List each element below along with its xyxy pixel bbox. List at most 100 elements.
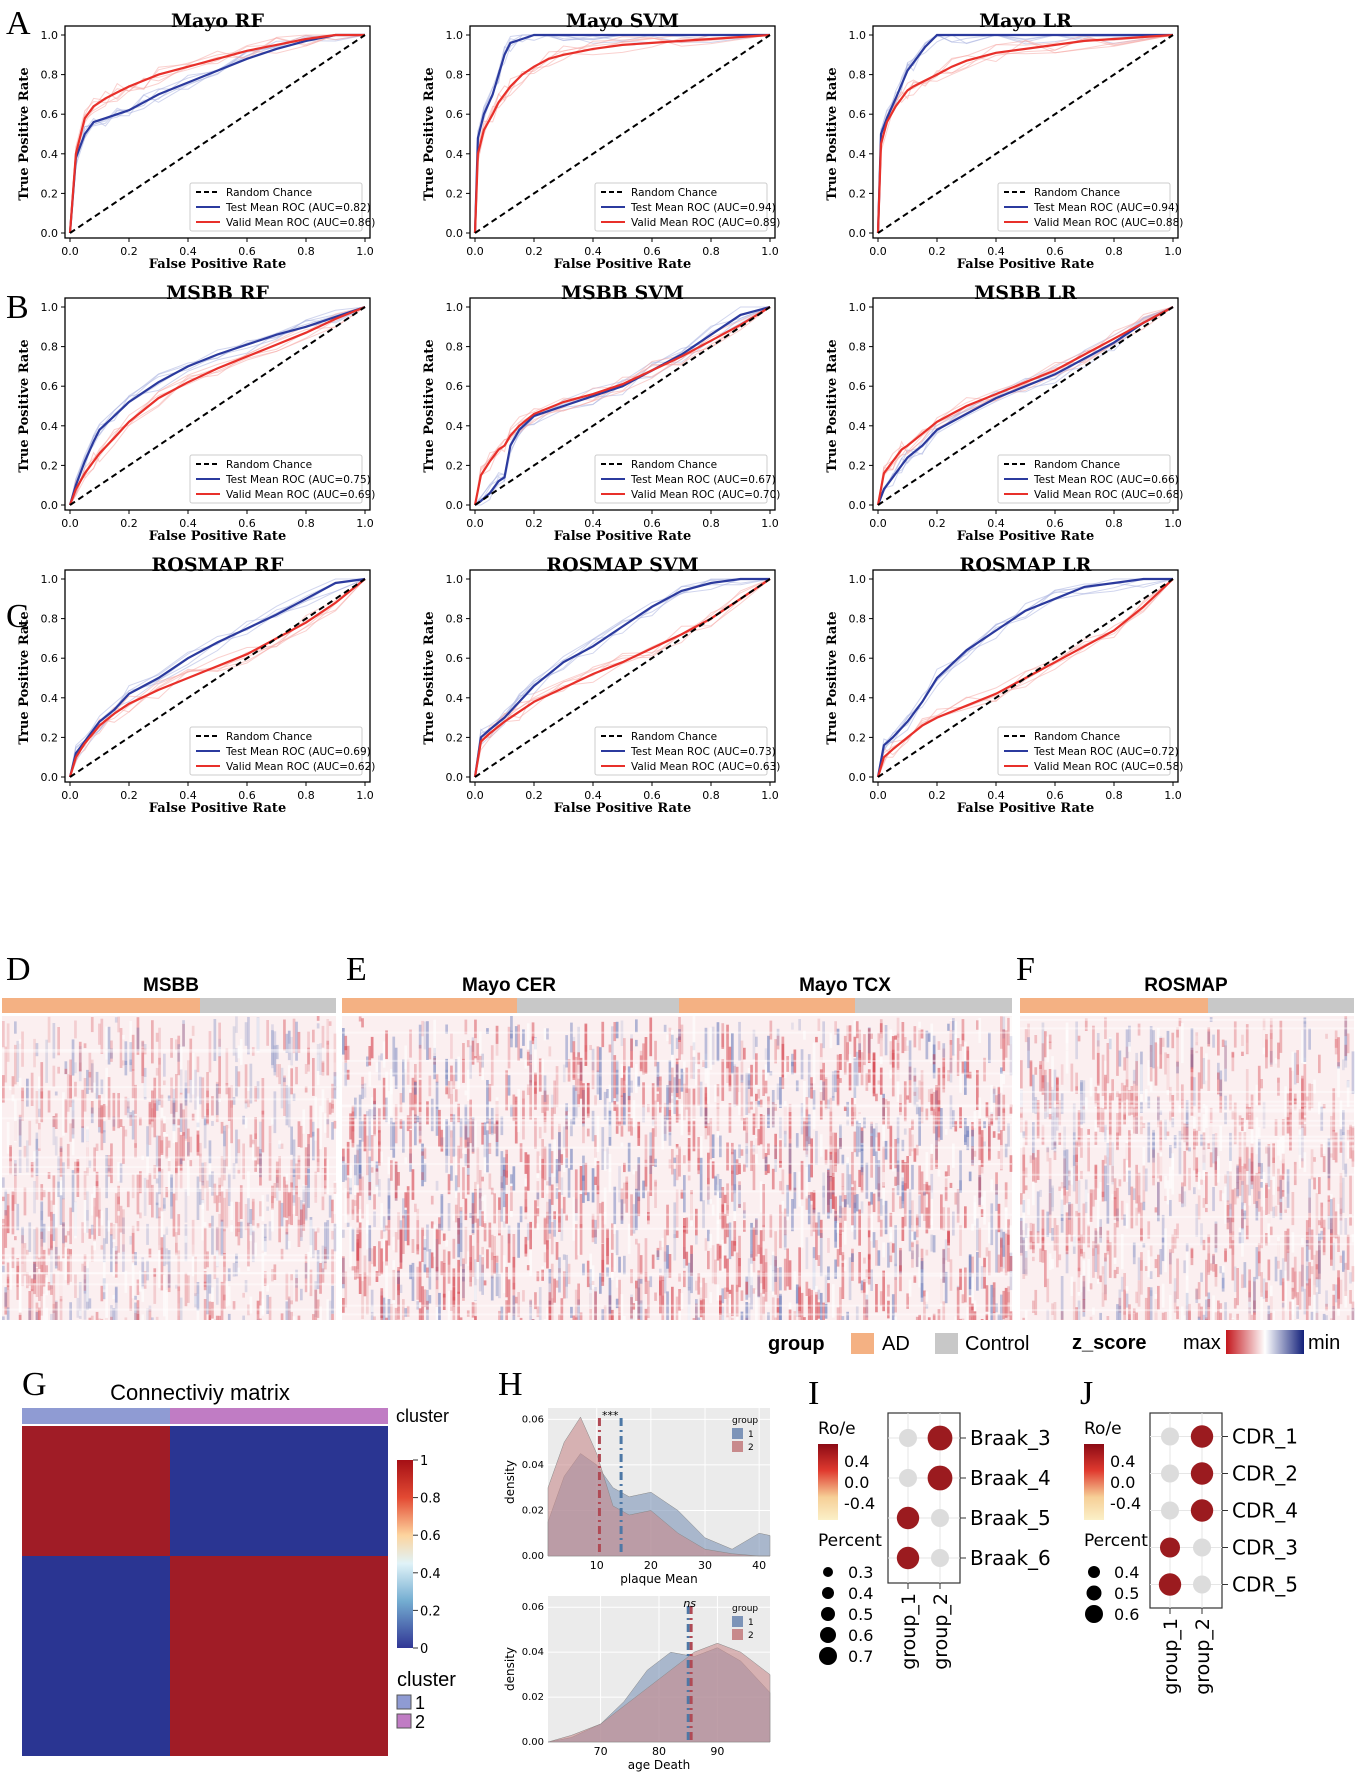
heatmap-cell — [723, 1194, 727, 1204]
heatmap-cell — [50, 1200, 53, 1221]
heatmap-cell — [836, 1054, 840, 1079]
heatmap-cell — [1257, 1172, 1261, 1212]
heatmap-cell — [779, 1295, 782, 1320]
heatmap-cell — [483, 1280, 487, 1286]
heatmap-cell — [208, 1140, 212, 1164]
heatmap-cell — [172, 1102, 176, 1124]
heatmap-cell — [141, 1041, 145, 1047]
heatmap-cell — [307, 1144, 310, 1174]
heatmap-cell — [620, 1213, 624, 1219]
heatmap-cell — [1229, 1217, 1232, 1249]
heatmap-cell — [935, 1126, 938, 1169]
heatmap-cell — [894, 1139, 897, 1169]
heatmap-cell — [129, 1042, 133, 1072]
heatmap-cell — [1214, 1312, 1218, 1320]
heatmap-cell — [586, 1082, 590, 1118]
heatmap-cell — [685, 1251, 689, 1266]
heatmap-row-stripe — [2, 1187, 336, 1190]
heatmap-cell — [273, 1091, 277, 1134]
heatmap-cell — [940, 1194, 943, 1230]
heatmap-cell — [589, 1045, 592, 1051]
heatmap-cell — [1202, 1132, 1206, 1163]
heatmap-cell — [247, 1249, 250, 1271]
heatmap-cell — [1000, 1294, 1003, 1320]
heatmap-cell — [312, 1058, 315, 1096]
heatmap-cell — [562, 1150, 566, 1172]
heatmap-cell — [731, 1240, 734, 1257]
heatmap-cell — [490, 1252, 494, 1261]
heatmap-cell — [627, 1095, 631, 1113]
heatmap-cell — [40, 1201, 44, 1239]
heatmap-cell — [805, 1097, 809, 1137]
heatmap-cell — [88, 1298, 92, 1309]
heatmap-cell — [872, 1232, 876, 1248]
heatmap-cell — [328, 1021, 332, 1026]
heatmap-cell — [390, 1068, 393, 1095]
heatmap-cell — [879, 1033, 883, 1065]
heatmap-cell — [1185, 1252, 1189, 1281]
heatmap-cell — [507, 1075, 511, 1096]
heatmap-cell — [860, 1127, 864, 1143]
roc-ytick-label: 0.6 — [446, 380, 464, 393]
heatmap-cell — [867, 1069, 871, 1083]
density-ytick-label: 0.04 — [522, 1647, 544, 1658]
heatmap-cell — [26, 1140, 29, 1173]
heatmap-cell — [114, 1193, 118, 1224]
heatmap-cell — [78, 1062, 82, 1072]
heatmap-row-stripe — [342, 1227, 1012, 1230]
roc-fold-curve — [69, 578, 366, 778]
heatmap-cell — [4, 1287, 8, 1307]
heatmap-cell — [1125, 1079, 1129, 1100]
cluster-legend-swatch-2 — [396, 1713, 412, 1729]
heatmap-cell — [983, 1121, 986, 1129]
heatmap-cell — [548, 1283, 552, 1301]
cluster-legend-title: cluster — [397, 1669, 456, 1691]
heatmap-cell — [1096, 1254, 1100, 1279]
heatmap-cell — [1181, 1084, 1184, 1103]
heatmap-cell — [223, 1159, 226, 1181]
heatmap-cell — [1004, 1317, 1008, 1320]
roc-xtick-label: 0.0 — [869, 517, 887, 530]
percent-legend-label: 0.4 — [1114, 1563, 1139, 1582]
heatmap-cell — [647, 1212, 650, 1221]
heatmap-cell — [899, 1250, 902, 1275]
heatmap-cell — [1082, 1203, 1086, 1244]
heatmap-cell — [452, 1214, 456, 1221]
heatmap-cell — [913, 1075, 917, 1082]
legend-random-label: Random Chance — [226, 459, 312, 471]
heatmap-cell — [524, 1244, 528, 1257]
heatmap-row-stripe — [1020, 1140, 1354, 1143]
density-ytick-label: 0.00 — [522, 1551, 544, 1562]
heatmap-cell — [1193, 1129, 1196, 1171]
heatmap-cell — [35, 1175, 39, 1200]
heatmap-cell — [1132, 1080, 1136, 1118]
heatmap-cell — [297, 1219, 301, 1247]
heatmap-cell — [151, 1020, 154, 1064]
heatmap-cell — [913, 1026, 917, 1048]
heatmap-cell — [1004, 1233, 1008, 1276]
roc-legend-box — [594, 726, 768, 776]
heatmap-cell — [52, 1309, 56, 1320]
heatmap-cell — [771, 1102, 775, 1127]
roc-xtick-label: 0.2 — [525, 517, 543, 530]
heatmap-cell — [611, 1267, 614, 1281]
heatmap-cell — [1217, 1072, 1220, 1095]
roc-xlabel: False Positive Rate — [149, 801, 286, 816]
heatmap-cell — [519, 1143, 523, 1163]
legend-min-label: min — [1308, 1332, 1340, 1354]
heatmap-cell — [471, 1302, 475, 1318]
heatmap-cell — [160, 1237, 164, 1254]
heatmap-cell — [1147, 1250, 1151, 1278]
heatmap-cell — [220, 1156, 224, 1187]
heatmap-cell — [620, 1188, 624, 1221]
heatmap-cell — [666, 1034, 669, 1042]
heatmap-cell — [1149, 1045, 1153, 1082]
heatmap-cell — [447, 1251, 451, 1284]
heatmap-cell — [827, 1168, 830, 1205]
heatmap-cell — [891, 1243, 895, 1253]
heatmap-cell — [1315, 1312, 1319, 1320]
heatmap-cell — [440, 1261, 444, 1276]
heatmap-cell — [466, 1119, 470, 1148]
heatmap-cell — [755, 1093, 758, 1137]
heatmap-cell — [536, 1271, 540, 1282]
